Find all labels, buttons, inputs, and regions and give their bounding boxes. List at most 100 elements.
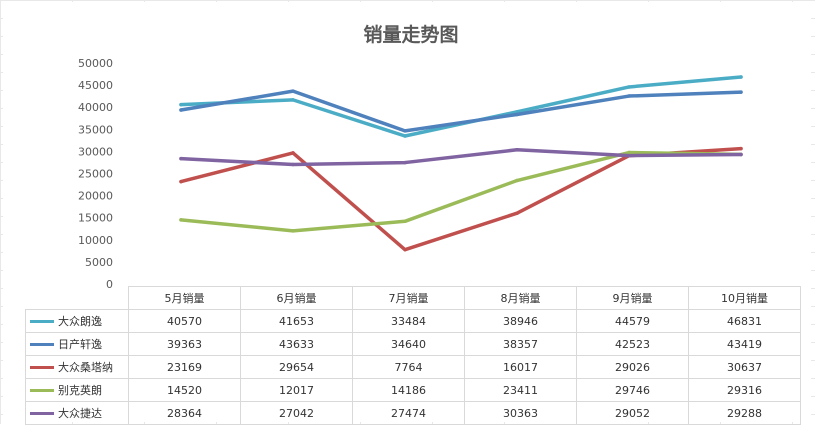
data-point — [179, 108, 183, 112]
legend-cell: 别克英朗 — [25, 378, 129, 402]
data-point — [627, 94, 631, 98]
line-chart: 销量走势图 0 5000 10000 15000 20000 25000 30000 3500… — [78, 23, 743, 291]
y-axis: 0 5000 10000 15000 20000 25000 30000 35000 40000… — [78, 57, 113, 291]
table-row: 日产轩逸 39363 43633 34640 38357 42523 43419 — [25, 332, 801, 356]
legend-swatch — [30, 365, 54, 369]
data-cell: 29746 — [576, 378, 689, 402]
data-cell: 43419 — [688, 332, 801, 356]
series-name: 大众朗逸 — [58, 315, 102, 328]
y-tick-label: 50000 — [78, 57, 113, 70]
chart-area[interactable]: 销量走势图 0 5000 10000 15000 20000 25000 30000 3500… — [3, 2, 811, 425]
data-cell: 29654 — [240, 355, 353, 379]
data-cell: 29052 — [576, 401, 689, 425]
table-header-row: 5月销量 6月销量 7月销量 8月销量 9月销量 10月销量 — [26, 286, 801, 310]
series-lines — [179, 75, 743, 252]
data-cell: 29316 — [688, 378, 801, 402]
table-corner — [26, 287, 129, 310]
data-point — [291, 162, 295, 167]
data-cell: 30637 — [688, 355, 801, 379]
data-cell: 28364 — [128, 401, 241, 425]
series-line-4 — [179, 150, 743, 233]
data-point — [515, 178, 519, 183]
y-tick-label: 0 — [106, 278, 113, 291]
series-line-5 — [179, 148, 743, 167]
data-cell: 14186 — [352, 378, 465, 402]
data-point — [403, 219, 407, 224]
category-label: 9月销量 — [576, 286, 689, 310]
table-row: 大众捷达 28364 27042 27474 30363 29052 29288 — [25, 401, 801, 425]
data-point — [515, 148, 519, 152]
data-point — [179, 179, 183, 184]
series-name: 日产轩逸 — [58, 338, 102, 351]
category-label: 6月销量 — [240, 286, 353, 310]
legend-swatch — [30, 319, 54, 323]
y-tick-label: 30000 — [78, 145, 113, 158]
data-point — [515, 211, 519, 215]
data-point — [291, 98, 295, 102]
legend-cell: 大众捷达 — [25, 401, 129, 425]
data-point — [739, 75, 743, 79]
y-tick-label: 15000 — [78, 212, 113, 225]
table-row: 大众桑塔纳 23169 29654 7764 16017 29026 30637 — [25, 355, 801, 379]
data-point — [403, 160, 407, 165]
data-cell: 29026 — [576, 355, 689, 379]
y-tick-label: 5000 — [85, 256, 113, 269]
chart-title: 销量走势图 — [363, 23, 458, 46]
data-cell: 38946 — [464, 309, 577, 333]
y-tick-label: 35000 — [78, 123, 113, 136]
data-cell: 27474 — [352, 401, 465, 425]
y-tick-label: 45000 — [78, 79, 113, 92]
category-label: 7月销量 — [352, 286, 465, 310]
data-point — [627, 85, 631, 89]
data-cell: 41653 — [240, 309, 353, 333]
data-cell: 33484 — [352, 309, 465, 333]
y-tick-label: 10000 — [78, 234, 113, 247]
legend-cell: 日产轩逸 — [25, 332, 129, 356]
data-table: 5月销量 6月销量 7月销量 8月销量 9月销量 10月销量 大众朗逸 40570 41653… — [25, 286, 801, 425]
legend-swatch — [30, 342, 54, 346]
data-cell: 34640 — [352, 332, 465, 356]
data-cell: 23411 — [464, 378, 577, 402]
data-point — [179, 102, 183, 107]
category-label: 8月销量 — [464, 286, 577, 310]
data-cell: 27042 — [240, 401, 353, 425]
legend-cell: 大众朗逸 — [25, 309, 129, 333]
data-point — [739, 146, 743, 151]
legend-swatch — [30, 411, 54, 415]
series-name: 大众捷达 — [58, 407, 102, 420]
legend-cell: 大众桑塔纳 — [25, 355, 129, 379]
y-tick-label: 20000 — [78, 190, 113, 203]
data-cell: 43633 — [240, 332, 353, 356]
legend-swatch — [30, 388, 54, 392]
table-row: 大众朗逸 40570 41653 33484 38946 44579 46831 — [25, 309, 801, 333]
y-tick-label: 25000 — [78, 168, 113, 181]
data-point — [179, 156, 183, 161]
data-point — [291, 229, 295, 233]
series-name: 大众桑塔纳 — [58, 361, 113, 374]
data-point — [627, 153, 631, 158]
series-line-1 — [179, 75, 743, 138]
data-cell: 29288 — [688, 401, 801, 425]
data-cell: 46831 — [688, 309, 801, 333]
data-point — [403, 134, 407, 138]
data-point — [403, 247, 407, 252]
data-point — [739, 152, 743, 157]
data-point — [179, 218, 183, 222]
data-cell: 40570 — [128, 309, 241, 333]
data-cell: 14520 — [128, 378, 241, 402]
data-point — [739, 90, 743, 94]
table-row: 别克英朗 14520 12017 14186 23411 29746 29316 — [25, 378, 801, 402]
data-point — [627, 150, 631, 155]
data-cell: 12017 — [240, 378, 353, 402]
data-cell: 38357 — [464, 332, 577, 356]
series-line-2 — [179, 89, 743, 133]
data-cell: 7764 — [352, 355, 465, 379]
y-tick-label: 40000 — [78, 101, 113, 114]
data-cell: 16017 — [464, 355, 577, 379]
category-label: 5月销量 — [128, 286, 241, 310]
data-cell: 44579 — [576, 309, 689, 333]
data-cell: 23169 — [128, 355, 241, 379]
data-cell: 30363 — [464, 401, 577, 425]
category-label: 10月销量 — [688, 286, 801, 310]
data-point — [291, 89, 295, 93]
